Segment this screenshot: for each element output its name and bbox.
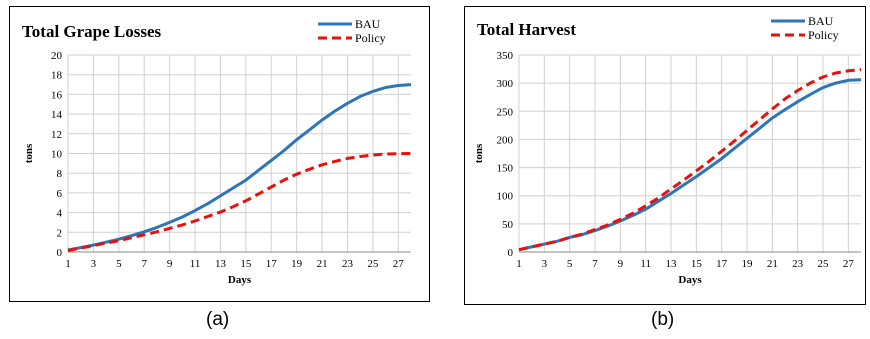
chart-a-y-axis-label: tons bbox=[23, 143, 35, 163]
chart-b-title: Total Harvest bbox=[477, 20, 576, 39]
chart-b-x-tick-label: 11 bbox=[640, 258, 651, 270]
chart-a-y-tick-label: 10 bbox=[51, 149, 63, 161]
chart-a-x-tick-label: 9 bbox=[167, 258, 173, 270]
chart-a-y-tick-label: 4 bbox=[57, 208, 63, 220]
chart-b-y-axis-label: tons bbox=[473, 143, 485, 163]
chart-a-x-tick-label: 23 bbox=[342, 258, 354, 270]
chart-b-legend-label-policy: Policy bbox=[808, 28, 839, 42]
chart-a-y-tick-label: 20 bbox=[51, 50, 63, 62]
chart-a-x-tick-label: 3 bbox=[91, 258, 97, 270]
chart-a-x-tick-label: 21 bbox=[317, 258, 328, 270]
chart-b-x-tick-label: 7 bbox=[592, 258, 598, 270]
chart-a-y-tick-label: 16 bbox=[51, 89, 63, 101]
chart-a-legend-label-bau: BAU bbox=[355, 17, 381, 31]
chart-b-x-tick-label: 17 bbox=[716, 258, 728, 270]
chart-b-x-tick-label: 5 bbox=[567, 258, 573, 270]
chart-b-x-tick-label: 3 bbox=[542, 258, 548, 270]
chart-b-series-policy-line bbox=[518, 68, 862, 252]
chart-b-y-tick-label: 50 bbox=[502, 219, 514, 231]
chart-a-y-tick-label: 12 bbox=[51, 129, 62, 141]
chart-b-y-tick-label: 250 bbox=[497, 106, 514, 118]
chart-a-legend-label-policy: Policy bbox=[355, 31, 386, 45]
chart-b-x-tick-label: 27 bbox=[843, 258, 855, 270]
chart-a-x-axis-label: Days bbox=[228, 274, 252, 286]
chart-a-y-tick-label: 18 bbox=[51, 70, 63, 82]
chart-a-y-tick-label: 2 bbox=[57, 227, 63, 239]
chart-b-y-tick-label: 100 bbox=[497, 191, 514, 203]
chart-b-x-tick-label: 13 bbox=[666, 258, 678, 270]
chart-a-x-tick-label: 1 bbox=[65, 258, 71, 270]
chart-a-x-tick-label: 19 bbox=[291, 258, 303, 270]
chart-b-x-tick-label: 25 bbox=[818, 258, 830, 270]
chart-b-y-tick-label: 150 bbox=[497, 163, 514, 175]
chart-a-x-tick-label: 13 bbox=[215, 258, 227, 270]
chart-a-x-tick-label: 5 bbox=[116, 258, 122, 270]
chart-b-legend-label-bau: BAU bbox=[808, 14, 834, 28]
chart-a-series-bau-line bbox=[67, 83, 412, 252]
chart-b-x-axis-label: Days bbox=[678, 274, 702, 286]
chart-b-x-tick-label: 21 bbox=[767, 258, 778, 270]
chart-a-x-tick-label: 27 bbox=[393, 258, 405, 270]
chart-b-x-tick-label: 1 bbox=[516, 258, 522, 270]
caption-a: (a) bbox=[206, 309, 230, 330]
chart-b-y-tick-label: 0 bbox=[508, 247, 514, 259]
chart-b-y-tick-label: 300 bbox=[497, 78, 514, 90]
chart-b-y-tick-label: 350 bbox=[497, 50, 514, 62]
chart-a-x-tick-label: 25 bbox=[367, 258, 379, 270]
chart-b-y-tick-label: 200 bbox=[497, 134, 514, 146]
chart-panel-total-harvest: Total Harvest 0 50 100 150 200 250 300 350 1 3 5 7 9 1… bbox=[464, 6, 866, 305]
chart-a-y-tick-label: 0 bbox=[57, 247, 63, 259]
chart-a-y-tick-label: 6 bbox=[57, 188, 63, 200]
chart-b-x-tick-label: 19 bbox=[742, 258, 754, 270]
chart-panel-grape-losses: Total Grape Losses 0 2 4 6 8 10 12 14 16 18 20 1 3 5 7 9… bbox=[9, 6, 430, 302]
chart-a-x-tick-label: 7 bbox=[141, 258, 147, 270]
chart-a-series-policy-line bbox=[67, 152, 412, 252]
chart-a-y-tick-label: 8 bbox=[57, 168, 63, 180]
chart-b-x-tick-label: 15 bbox=[691, 258, 703, 270]
chart-b-x-tick-label: 23 bbox=[792, 258, 804, 270]
chart-a-y-tick-label: 14 bbox=[51, 109, 63, 121]
chart-a-x-tick-label: 17 bbox=[266, 258, 278, 270]
chart-a-x-tick-label: 15 bbox=[240, 258, 252, 270]
chart-a-title: Total Grape Losses bbox=[22, 22, 162, 41]
caption-b: (b) bbox=[651, 309, 675, 330]
chart-b-x-tick-label: 9 bbox=[618, 258, 624, 270]
chart-a-x-tick-label: 11 bbox=[190, 258, 201, 270]
